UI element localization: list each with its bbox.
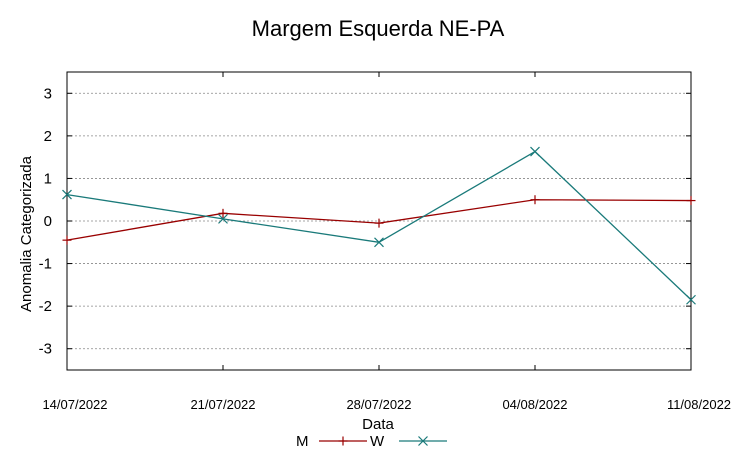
y-tick-label: -1	[39, 256, 52, 273]
data-point-w	[374, 237, 384, 248]
data-point-m	[374, 218, 384, 228]
y-tick-label: 2	[44, 128, 52, 145]
legend-label: M	[296, 433, 309, 450]
data-point-m	[218, 208, 228, 218]
y-tick-label: -3	[39, 341, 52, 358]
x-tick-label: 21/07/2022	[190, 397, 255, 412]
x-tick-label: 04/08/2022	[502, 397, 567, 412]
y-tick-label: 3	[44, 85, 52, 102]
y-axis-ticks: 3 2 1 0 -1 -2 -3	[39, 85, 691, 358]
x-tick-label: 11/08/2022	[667, 397, 731, 412]
legend-item-w: W	[370, 433, 447, 450]
data-point-w	[62, 189, 72, 200]
data-point-legend-w	[418, 436, 428, 446]
data-point-m	[530, 195, 540, 205]
data-point-w	[686, 294, 696, 305]
x-axis-ticks: 14/07/2022 21/07/2022 28/07/2022 04/08/2022…	[42, 72, 731, 412]
legend-label: W	[370, 433, 385, 450]
data-point-w	[218, 213, 228, 224]
y-tick-label: 0	[44, 213, 52, 230]
x-tick-label: 14/07/2022	[42, 397, 107, 412]
y-tick-label: 1	[44, 170, 52, 187]
x-axis-label: Data	[362, 416, 394, 433]
data-point-w	[530, 146, 540, 157]
y-axis-label: Anomalia Categorizada	[18, 155, 35, 312]
legend-item-m: M	[296, 433, 367, 450]
chart-title: Margem Esquerda NE-PA	[252, 16, 505, 41]
data-point-legend-m	[338, 436, 348, 446]
data-point-m	[686, 196, 696, 206]
series-layer	[62, 146, 696, 305]
x-tick-label: 28/07/2022	[346, 397, 411, 412]
y-tick-label: -2	[39, 298, 52, 315]
grid-layer	[67, 92, 691, 350]
data-point-m	[62, 235, 72, 245]
